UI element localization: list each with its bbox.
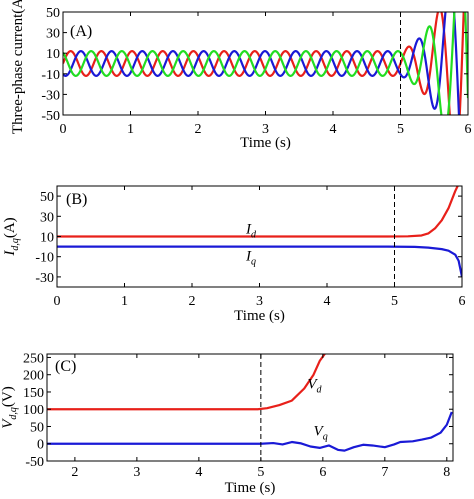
series-line-2 — [63, 12, 461, 115]
x-tick-label: 2 — [189, 294, 196, 309]
x-tick-label: 3 — [133, 465, 140, 480]
x-tick-label: 8 — [443, 465, 450, 480]
plot-frame — [46, 353, 454, 462]
x-tick-label: 0 — [54, 294, 61, 309]
y-tick-label: 30 — [46, 27, 60, 42]
series-group — [63, 12, 468, 115]
x-tick-label: 5 — [257, 465, 264, 480]
series-label: Vd — [307, 376, 322, 395]
x-axis-label: Time (s) — [240, 135, 291, 151]
y-tick-label: 150 — [23, 386, 44, 401]
x-tick-label: 2 — [71, 465, 78, 480]
panel-label: (B) — [66, 191, 87, 208]
x-tick-label: 4 — [195, 465, 202, 480]
x-tick-label: 7 — [381, 465, 388, 480]
y-tick-label: -50 — [41, 109, 60, 124]
x-tick-label: 1 — [121, 294, 128, 309]
y-tick-label: 50 — [40, 190, 54, 205]
y-tick-label: 10 — [46, 47, 60, 62]
panel-1: 0 1 2 3 4 5 6 50 30 10 -10 -30 -50 Time (s) Three-phas… — [10, 0, 472, 151]
y-tick-label: -50 — [25, 455, 44, 470]
x-tick-label: 4 — [324, 294, 331, 309]
x-tick-label: 6 — [319, 465, 326, 480]
y-tick-label: 100 — [23, 403, 44, 418]
panel-label: (C) — [55, 358, 76, 375]
y-tick-label: 250 — [23, 351, 44, 366]
x-tick-label: 5 — [397, 122, 404, 137]
y-tick-label: 0 — [37, 438, 44, 453]
y-tick-label: -30 — [35, 271, 54, 286]
y-tick-label: 30 — [40, 210, 54, 225]
x-tick-label: 4 — [330, 122, 337, 137]
x-tick-label: 1 — [127, 122, 134, 137]
x-axis-label: Time (s) — [234, 308, 285, 324]
series-group — [47, 354, 453, 452]
y-axis-label: Vd,q(V) — [0, 386, 19, 429]
x-axis-label: Time (s) — [225, 480, 276, 496]
series-label: Vq — [314, 424, 328, 443]
x-tick-label: 3 — [256, 294, 263, 309]
y-tick-label: -10 — [41, 68, 60, 83]
y-tick-label: 200 — [23, 369, 44, 384]
y-axis-label: Id,q(A) — [2, 217, 21, 256]
x-tick-label: 0 — [60, 122, 67, 137]
y-tick-label: -10 — [35, 251, 54, 266]
y-tick-label: 50 — [46, 6, 60, 21]
x-tick-label: 5 — [391, 294, 398, 309]
y-axis-label: Three-phase current(A) — [10, 0, 26, 134]
series-line-1 — [47, 354, 327, 411]
x-tick-label: 6 — [465, 122, 472, 137]
series-label: Id — [245, 221, 257, 240]
series-line-2 — [57, 245, 462, 278]
panel-2: 0 1 2 3 4 5 6 50 30 10 -10 -30 Time (s) Id,q(A) (B) Id I… — [2, 185, 466, 324]
y-tick-label: 50 — [30, 420, 44, 435]
series-line-1 — [57, 186, 459, 238]
y-tick-label: 10 — [40, 231, 54, 246]
panel-label: (A) — [70, 23, 92, 40]
panel-3: 2 3 4 5 6 7 8 250 200 150 100 50 0 -50 Time (s) Vd,q(V)… — [0, 351, 454, 496]
x-tick-label: 3 — [262, 122, 269, 137]
series-group — [57, 186, 462, 278]
series-label: Iq — [245, 249, 256, 268]
x-tick-label: 2 — [195, 122, 202, 137]
y-tick-label: -30 — [41, 88, 60, 103]
x-tick-label: 6 — [459, 294, 466, 309]
series-line-2 — [47, 411, 453, 452]
